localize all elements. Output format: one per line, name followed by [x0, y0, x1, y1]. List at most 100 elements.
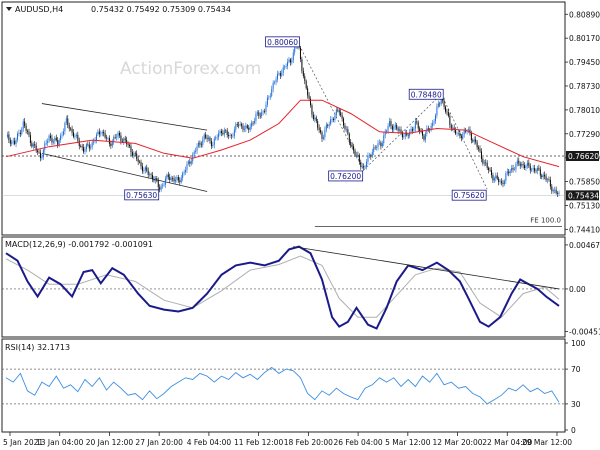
candle-body — [243, 128, 245, 130]
candle-body — [113, 137, 115, 142]
time-tick-label: 11 Feb 12:00 — [234, 438, 283, 447]
candle-body — [261, 112, 263, 117]
candle-body — [249, 126, 251, 130]
candle-body — [16, 133, 18, 140]
level-label: 0.80060 — [267, 38, 298, 47]
candle-body — [312, 114, 314, 120]
candle-body — [328, 124, 330, 126]
candle-body — [218, 133, 220, 138]
candle-body — [31, 142, 33, 147]
candle-body — [302, 70, 304, 77]
watermark: ActionForex.com — [120, 59, 261, 79]
candle-body — [462, 134, 464, 139]
time-tick-label: 20 Jan 12:00 — [86, 438, 134, 447]
candle-body — [121, 141, 123, 142]
candle-body — [251, 122, 253, 127]
candle-body — [47, 141, 49, 143]
candle-body — [281, 72, 283, 76]
candle-body — [180, 178, 182, 183]
rsi-title: RSI(14) 32.1713 — [5, 343, 70, 352]
candle-body — [37, 150, 39, 152]
current-price-badge — [566, 190, 599, 201]
candle-body — [334, 115, 336, 120]
candle-body — [310, 98, 312, 106]
candle-body — [424, 133, 426, 140]
candle-body — [231, 135, 233, 137]
candle-body — [443, 100, 445, 107]
candle-body — [163, 184, 165, 186]
candle-body — [100, 133, 102, 135]
candle-body — [187, 161, 189, 164]
candle-body — [515, 163, 517, 170]
candle-body — [215, 137, 217, 139]
candle-body — [21, 128, 23, 134]
candle-body — [363, 166, 365, 168]
price-panel: ActionForex.com FE 100.0 0.800600.784800… — [1, 1, 600, 236]
candle-body — [95, 134, 97, 141]
candle-body — [219, 131, 221, 134]
candle-body — [114, 137, 116, 138]
time-tick-label: 18 Feb 20:00 — [284, 438, 333, 447]
candle-body — [255, 114, 257, 121]
candle-body — [492, 175, 494, 181]
candle-body — [381, 143, 383, 147]
dropdown-triangle-icon[interactable] — [6, 7, 12, 11]
candle-body — [453, 127, 455, 130]
candle-body — [476, 142, 478, 148]
time-tick-label: 27 Jan 20:00 — [135, 438, 183, 447]
candle-body — [357, 154, 359, 156]
candle-body — [51, 137, 53, 143]
candle-body — [532, 168, 534, 170]
candle-body — [344, 125, 346, 130]
candle-body — [338, 110, 340, 113]
candle-body — [518, 160, 520, 164]
time-tick-label: 22 Mar 04:00 — [482, 438, 532, 447]
candle-body — [172, 178, 174, 179]
candle-body — [524, 165, 526, 168]
candle-body — [318, 127, 320, 131]
candle-body — [153, 179, 155, 181]
candle-body — [152, 175, 154, 180]
candle-body — [522, 164, 524, 166]
candle-body — [423, 135, 425, 140]
rsi-tick-label: 30 — [571, 400, 581, 409]
candle-body — [120, 135, 122, 142]
candle-body — [324, 129, 326, 138]
candle-body — [259, 115, 261, 117]
candle-body — [14, 140, 16, 144]
candle-body — [409, 131, 411, 136]
candle-body — [190, 161, 192, 164]
candle-body — [80, 146, 82, 147]
macd-title: MACD(12,26,9) -0.001792 -0.001091 — [5, 240, 153, 249]
candle-body — [460, 135, 462, 139]
candle-body — [32, 144, 34, 147]
candle-body — [133, 153, 135, 156]
candle-body — [285, 66, 287, 67]
candle-body — [11, 141, 13, 144]
candle-body — [376, 147, 378, 148]
candle-body — [131, 152, 133, 156]
candle-body — [485, 162, 487, 164]
candle-body — [331, 119, 333, 120]
candle-body — [146, 167, 148, 171]
candle-body — [538, 167, 540, 170]
candle-body — [139, 161, 141, 163]
candle-body — [239, 124, 241, 126]
candle-body — [390, 121, 392, 127]
candle-body — [177, 177, 179, 181]
candle-body — [289, 59, 291, 63]
candle-body — [436, 106, 438, 116]
candle-body — [383, 135, 385, 144]
candle-body — [169, 176, 171, 181]
candle-body — [426, 128, 428, 134]
candle-body — [278, 73, 280, 74]
candle-body — [162, 185, 164, 187]
candle-body — [416, 121, 418, 123]
candle-body — [549, 179, 551, 187]
candle-body — [39, 152, 41, 159]
candle-body — [394, 125, 396, 127]
candle-body — [463, 130, 465, 135]
time-tick-label: 5 Jan 2021 — [3, 438, 43, 447]
candle-body — [304, 76, 306, 81]
candle-body — [77, 134, 79, 141]
